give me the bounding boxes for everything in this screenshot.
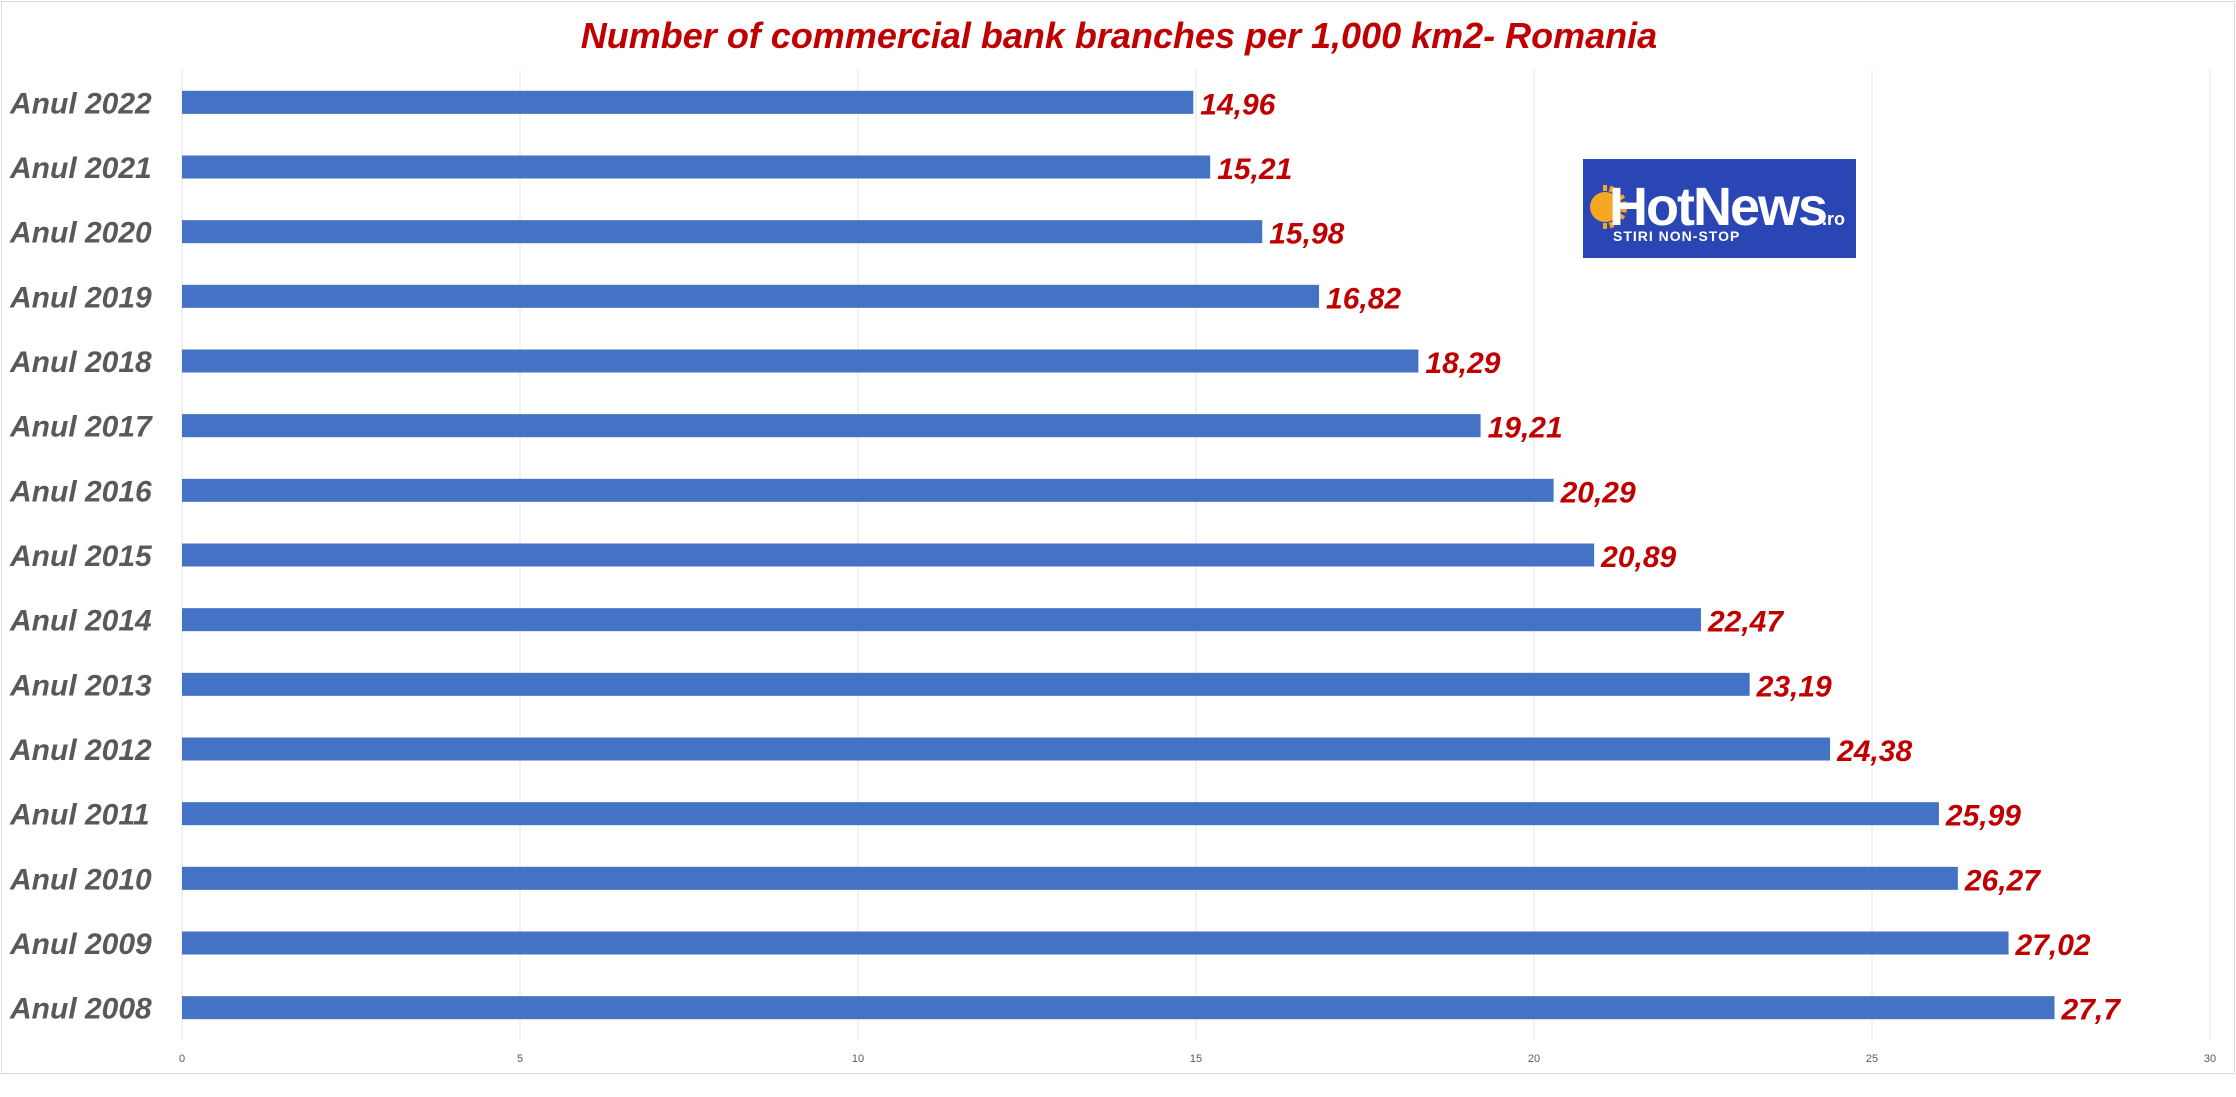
- sun-ray: [1620, 207, 1628, 213]
- value-labels: 14,96 15,21 15,98 16,82 18,29 19,21 20,29 20,89…: [1200, 88, 2121, 1026]
- logo-wordmark: HotNews: [1609, 177, 1826, 237]
- chart-title: Number of commercial bank branches per 1…: [581, 15, 1657, 56]
- sun-ray: [1613, 217, 1621, 226]
- bar: [182, 996, 2055, 1020]
- value-label: 15,98: [1269, 218, 1344, 251]
- bar: [182, 90, 1194, 114]
- value-label: 20,29: [1560, 476, 1636, 509]
- sun-ray: [1613, 188, 1621, 197]
- value-label: 27,02: [2015, 929, 2091, 962]
- bar: [182, 414, 1481, 438]
- bar: [182, 737, 1831, 761]
- category-label: Anul 2014: [9, 605, 152, 638]
- category-label: Anul 2017: [9, 411, 153, 444]
- bars: [182, 90, 2055, 1020]
- bar: [182, 220, 1263, 244]
- category-label: Anul 2016: [9, 475, 152, 508]
- value-label: 16,82: [1326, 282, 1401, 315]
- sun-ray: [1617, 194, 1626, 201]
- value-label: 25,99: [1945, 800, 2021, 833]
- x-tick-label: 25: [1866, 1053, 1878, 1065]
- bar: [182, 672, 1750, 696]
- bar: [182, 284, 1320, 308]
- value-label: 15,21: [1217, 153, 1292, 186]
- category-labels: Anul 2022 Anul 2021 Anul 2020 Anul 2019 Anul…: [9, 87, 153, 1025]
- value-label: 24,38: [1836, 735, 1912, 768]
- category-label: Anul 2020: [9, 217, 152, 250]
- value-label: 23,19: [1756, 670, 1832, 703]
- category-label: Anul 2010: [9, 863, 152, 896]
- category-label: Anul 2019: [9, 281, 152, 314]
- logo-suffix: .ro: [1822, 209, 1845, 229]
- bar: [182, 543, 1595, 567]
- value-label: 14,96: [1200, 88, 1275, 121]
- sun-ray: [1608, 185, 1615, 193]
- category-label: Anul 2008: [9, 993, 152, 1026]
- value-label: 22,47: [1707, 606, 1784, 639]
- category-label: Anul 2009: [9, 928, 152, 961]
- sun-ray: [1620, 201, 1628, 207]
- bar: [182, 608, 1701, 632]
- bar: [182, 155, 1211, 179]
- sun-ray: [1608, 221, 1615, 229]
- category-label: Anul 2013: [9, 669, 152, 702]
- logo-background: [1583, 159, 1856, 258]
- category-label: Anul 2015: [9, 540, 153, 573]
- hotnews-logo: HotNews .ro STIRI NON-STOP: [1583, 159, 1856, 258]
- value-label: 19,21: [1488, 412, 1563, 445]
- bar: [182, 349, 1419, 373]
- value-label: 26,27: [1964, 864, 2041, 897]
- x-tick-label: 30: [2204, 1053, 2216, 1065]
- value-label: 27,7: [2061, 994, 2122, 1027]
- sun-ray: [1617, 213, 1626, 220]
- category-label: Anul 2022: [9, 87, 152, 120]
- category-label: Anul 2011: [9, 799, 150, 832]
- bar: [182, 866, 1958, 890]
- x-tick-label: 15: [1190, 1053, 1202, 1065]
- value-label: 20,89: [1600, 541, 1676, 574]
- x-tick-label: 20: [1528, 1053, 1540, 1065]
- x-tick-label: 5: [517, 1053, 523, 1065]
- category-label: Anul 2021: [9, 152, 152, 185]
- bar-chart: Number of commercial bank branches per 1…: [9, 15, 2216, 1065]
- category-label: Anul 2012: [9, 734, 152, 767]
- chart-frame: Number of commercial bank branches per 1…: [1, 1, 2235, 1074]
- logo-tagline: STIRI NON-STOP: [1613, 228, 1740, 244]
- x-tick-label: 0: [179, 1053, 185, 1065]
- bar: [182, 931, 2009, 955]
- x-tick-label: 10: [852, 1053, 864, 1065]
- value-label: 18,29: [1425, 347, 1500, 380]
- bar: [182, 478, 1554, 502]
- sun-icon: [1590, 185, 1628, 229]
- x-axis-ticks: 0 5 10 15 20 25 30: [179, 1053, 2216, 1065]
- bar: [182, 802, 1939, 826]
- category-label: Anul 2018: [9, 346, 152, 379]
